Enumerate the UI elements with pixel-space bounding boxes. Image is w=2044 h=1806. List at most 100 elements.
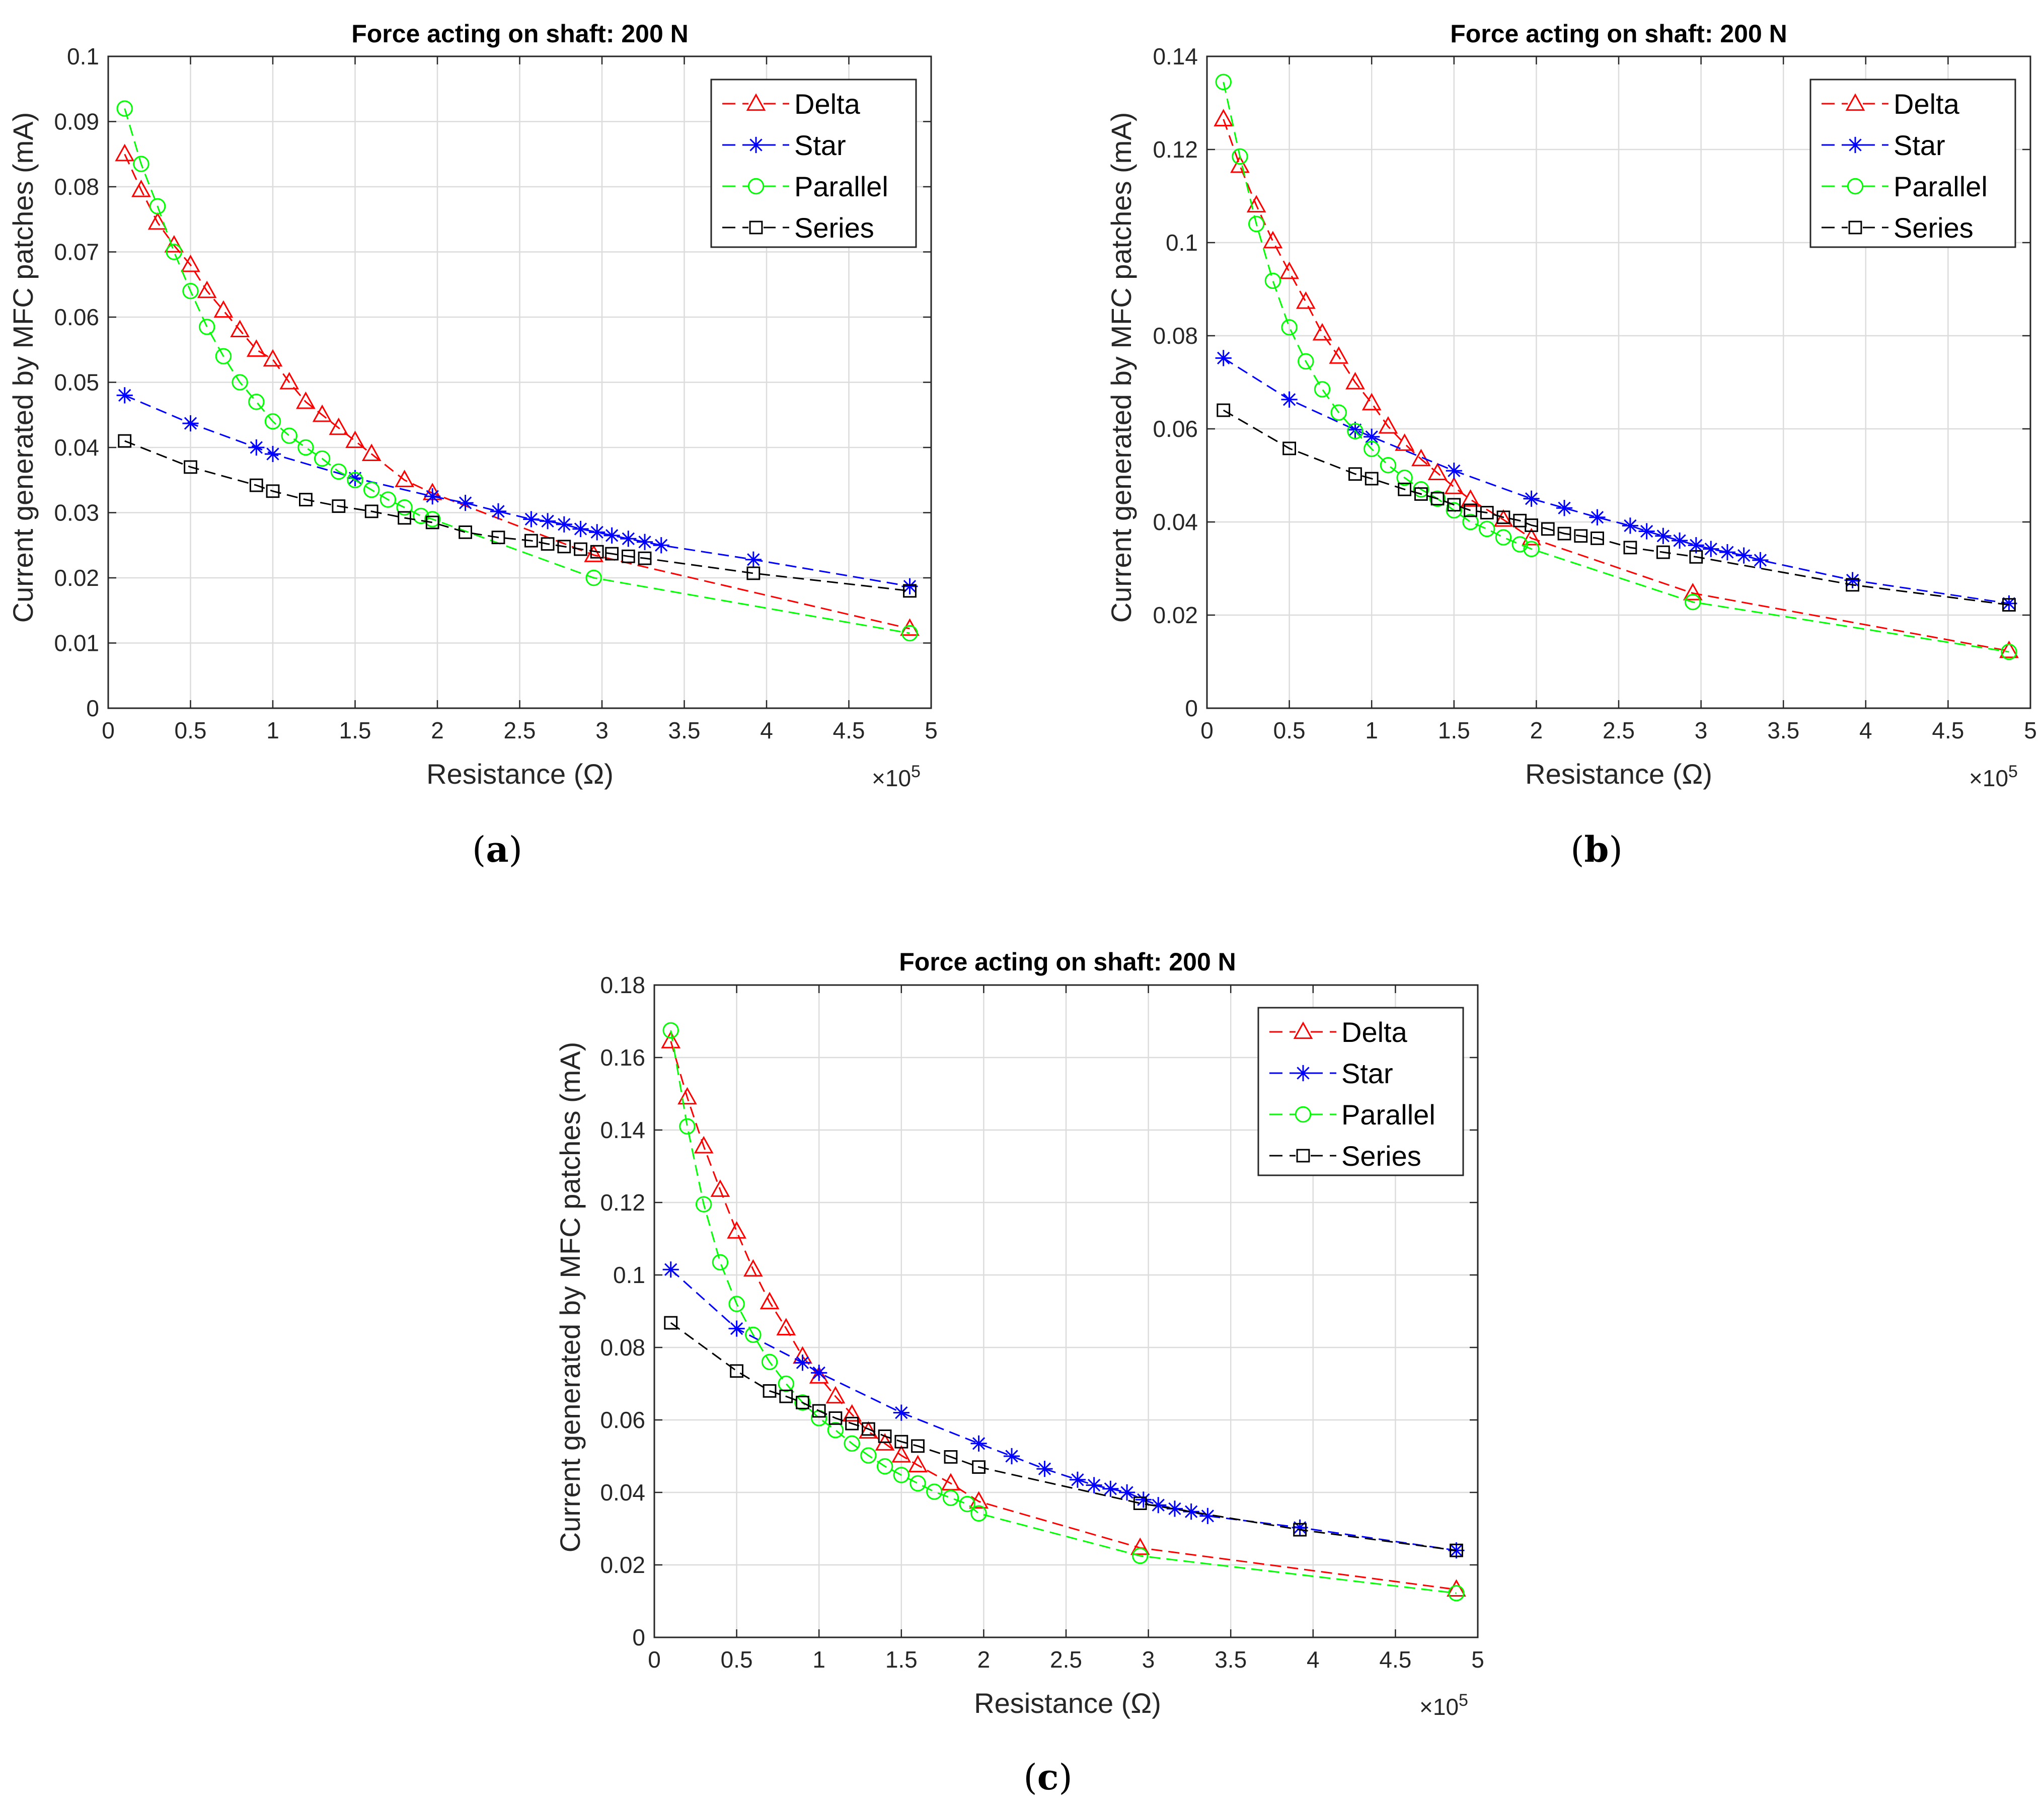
y-tick-label: 0.08 xyxy=(54,174,99,200)
data-point xyxy=(1086,1477,1102,1493)
y-tick-label: 0 xyxy=(1185,695,1198,721)
series-series xyxy=(118,434,917,598)
x-tick-label: 4 xyxy=(760,717,773,743)
y-tick-label: 0.14 xyxy=(1153,43,1198,69)
data-point xyxy=(1574,529,1588,543)
data-point xyxy=(694,1136,714,1154)
legend-box xyxy=(1257,1007,1464,1176)
data-point xyxy=(1522,528,1541,546)
data-point xyxy=(425,515,439,530)
series-layer xyxy=(1214,73,2019,660)
data-point xyxy=(1591,531,1604,545)
x-axis: 0 0.5 1 1.5 2 2.5 3 3.5 4 4.5 5 xyxy=(1200,56,2037,743)
data-point xyxy=(710,1179,730,1197)
data-point xyxy=(1298,353,1314,370)
data-point xyxy=(860,1447,877,1464)
data-point xyxy=(621,549,635,563)
series-series xyxy=(1217,403,2016,612)
data-point xyxy=(133,156,149,172)
x-tick-label: 1.5 xyxy=(1438,717,1470,743)
data-point xyxy=(149,198,166,215)
chart-panel-b: Force acting on shaft: 200 N Current gen… xyxy=(1105,20,2037,870)
data-point xyxy=(363,481,380,498)
data-point xyxy=(299,493,313,507)
chart-title: Force acting on shaft: 200 N xyxy=(351,20,689,48)
data-point xyxy=(1493,509,1513,527)
data-point xyxy=(1683,582,1703,600)
data-point xyxy=(1671,532,1688,549)
data-point xyxy=(1329,346,1349,364)
chart-title: Force acting on shaft: 200 N xyxy=(899,948,1236,976)
data-point xyxy=(164,235,184,253)
data-point xyxy=(743,1259,763,1277)
data-point xyxy=(908,1455,928,1473)
data-point xyxy=(1248,215,1265,233)
data-point xyxy=(944,1450,958,1464)
legend-label: Delta xyxy=(1341,1016,1408,1048)
data-point xyxy=(1396,469,1413,486)
data-point xyxy=(679,1118,696,1135)
data-point xyxy=(1846,578,1860,592)
data-point xyxy=(459,525,472,539)
data-point xyxy=(1364,428,1380,445)
series-line xyxy=(124,154,910,630)
data-point xyxy=(116,387,133,404)
data-point xyxy=(1557,526,1571,541)
data-point xyxy=(147,212,168,230)
data-point xyxy=(199,319,215,335)
x-tick-label: 1 xyxy=(812,1646,825,1673)
data-point xyxy=(249,478,263,492)
data-point xyxy=(844,1435,860,1452)
data-point xyxy=(166,244,182,260)
data-point xyxy=(728,1296,745,1312)
data-point xyxy=(1365,472,1379,486)
x-tick-label: 3.5 xyxy=(1767,717,1799,743)
data-point xyxy=(590,545,604,559)
legend-label: Series xyxy=(794,212,874,244)
data-point xyxy=(1133,1496,1147,1510)
y-axis-label: Current generated by MFC patches (mA) xyxy=(1105,112,1137,623)
series-line xyxy=(124,440,910,592)
data-point xyxy=(653,537,669,554)
x-axis: 0 0.5 1 1.5 2 2.5 3 3.5 4 4.5 5 xyxy=(648,985,1484,1673)
y-tick-label: 0 xyxy=(632,1624,645,1650)
legend-marker xyxy=(747,136,765,154)
x-tick-label: 5 xyxy=(1471,1646,1484,1673)
y-tick-label: 0.18 xyxy=(600,972,645,998)
y-tick-label: 0.1 xyxy=(67,43,99,69)
series-layer xyxy=(115,100,920,642)
y-tick-label: 0.05 xyxy=(54,369,99,396)
y-tick-label: 0.06 xyxy=(54,304,99,330)
legend-item-series: Series xyxy=(1822,212,1974,244)
x-tick-label: 0 xyxy=(1200,717,1214,743)
data-point xyxy=(1622,517,1638,534)
data-point xyxy=(589,524,605,541)
data-point xyxy=(794,1354,811,1371)
data-point xyxy=(1378,416,1398,434)
x-tick-label: 4 xyxy=(1307,1646,1320,1673)
x-tick-label: 3.5 xyxy=(1215,1646,1247,1673)
data-point xyxy=(264,445,281,463)
data-point xyxy=(746,566,761,580)
data-point xyxy=(1130,1537,1150,1555)
data-point xyxy=(1447,498,1461,512)
data-point xyxy=(1036,1461,1053,1477)
data-point xyxy=(116,100,133,117)
legend-item-delta: Delta xyxy=(722,88,861,120)
data-point xyxy=(557,540,571,554)
data-point xyxy=(638,551,652,565)
data-point xyxy=(1263,231,1283,249)
x-tick-label: 1.5 xyxy=(339,717,371,743)
data-point xyxy=(491,531,505,545)
data-point xyxy=(828,1411,843,1425)
data-point xyxy=(347,472,363,488)
data-point xyxy=(825,1386,846,1404)
y-tick-label: 0.06 xyxy=(1153,416,1198,442)
data-point xyxy=(876,1458,893,1475)
series-line xyxy=(670,1322,1457,1551)
series-line xyxy=(670,1030,1457,1594)
series-delta xyxy=(1214,109,2019,658)
legend-item-delta: Delta xyxy=(1269,1016,1408,1048)
data-point xyxy=(181,254,200,272)
x-tick-label: 2 xyxy=(431,717,444,743)
